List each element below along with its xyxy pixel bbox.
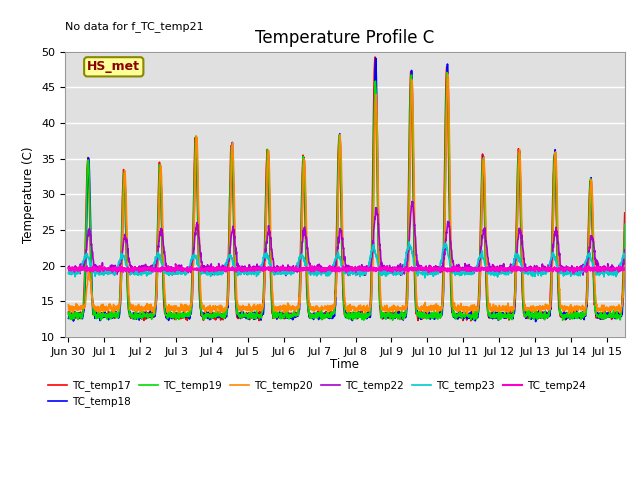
- TC_temp18: [621, 244, 628, 250]
- Line: TC_temp24: TC_temp24: [68, 265, 625, 273]
- Text: No data for f_TC_temp21: No data for f_TC_temp21: [65, 21, 204, 32]
- TC_temp24: [93, 267, 100, 273]
- TC_temp17: [371, 54, 379, 60]
- TC_temp18: [93, 312, 100, 318]
- Line: TC_temp17: TC_temp17: [68, 57, 625, 321]
- TC_temp19: [93, 315, 100, 321]
- TC_temp20: [335, 161, 343, 167]
- TC_temp17: [467, 318, 475, 324]
- TC_temp22: [621, 247, 628, 252]
- TC_temp19: [65, 312, 72, 317]
- TC_temp17: [605, 313, 613, 319]
- Legend: TC_temp17, TC_temp18, TC_temp19, TC_temp20, TC_temp22, TC_temp23, TC_temp24: TC_temp17, TC_temp18, TC_temp19, TC_temp…: [44, 376, 590, 412]
- TC_temp17: [335, 134, 343, 140]
- TC_temp19: [621, 221, 628, 227]
- TC_temp19: [605, 312, 613, 317]
- TC_temp23: [421, 275, 429, 281]
- Line: TC_temp19: TC_temp19: [68, 72, 625, 320]
- Line: TC_temp22: TC_temp22: [68, 202, 625, 276]
- TC_temp24: [605, 267, 613, 273]
- TC_temp17: [621, 210, 628, 216]
- TC_temp24: [570, 270, 577, 276]
- TC_temp24: [321, 265, 328, 271]
- TC_temp22: [408, 199, 416, 204]
- TC_temp23: [621, 252, 628, 257]
- TC_temp23: [93, 270, 100, 276]
- TC_temp20: [444, 71, 452, 77]
- TC_temp23: [405, 239, 413, 245]
- TC_temp18: [605, 312, 613, 318]
- TC_temp19: [605, 313, 612, 319]
- TC_temp23: [321, 270, 328, 276]
- TC_temp18: [372, 55, 380, 61]
- TC_temp20: [621, 248, 628, 253]
- TC_temp20: [463, 311, 471, 317]
- X-axis label: Time: Time: [330, 358, 359, 371]
- TC_temp17: [503, 312, 511, 318]
- TC_temp18: [503, 313, 511, 319]
- TC_temp24: [65, 265, 72, 271]
- TC_temp23: [605, 272, 613, 278]
- TC_temp18: [65, 315, 72, 321]
- TC_temp22: [93, 264, 100, 269]
- TC_temp23: [65, 270, 72, 276]
- TC_temp19: [503, 313, 511, 319]
- TC_temp23: [335, 253, 343, 259]
- Title: Temperature Profile C: Temperature Profile C: [255, 29, 435, 48]
- TC_temp18: [321, 310, 328, 316]
- TC_temp20: [65, 302, 72, 308]
- TC_temp17: [321, 313, 328, 319]
- TC_temp20: [321, 305, 328, 311]
- TC_temp24: [503, 265, 511, 271]
- TC_temp19: [335, 139, 343, 144]
- TC_temp18: [605, 312, 612, 317]
- TC_temp22: [321, 266, 328, 272]
- TC_temp22: [605, 267, 612, 273]
- TC_temp20: [93, 306, 100, 312]
- Line: TC_temp18: TC_temp18: [68, 58, 625, 322]
- TC_temp20: [605, 309, 613, 315]
- TC_temp23: [605, 269, 612, 275]
- TC_temp22: [65, 264, 72, 270]
- TC_temp19: [443, 70, 451, 75]
- TC_temp19: [321, 316, 328, 322]
- TC_temp24: [307, 263, 314, 268]
- TC_temp17: [93, 315, 100, 321]
- TC_temp20: [503, 303, 511, 309]
- TC_temp20: [605, 305, 612, 311]
- Line: TC_temp23: TC_temp23: [68, 242, 625, 278]
- Line: TC_temp20: TC_temp20: [68, 74, 625, 314]
- Text: HS_met: HS_met: [87, 60, 140, 73]
- TC_temp22: [282, 273, 290, 278]
- TC_temp22: [605, 270, 613, 276]
- TC_temp24: [621, 267, 628, 273]
- Y-axis label: Temperature (C): Temperature (C): [22, 146, 35, 242]
- TC_temp18: [532, 319, 540, 324]
- TC_temp17: [65, 310, 72, 315]
- TC_temp22: [503, 266, 511, 272]
- TC_temp19: [389, 317, 397, 323]
- TC_temp23: [503, 268, 511, 274]
- TC_temp24: [335, 266, 343, 272]
- TC_temp17: [605, 312, 612, 318]
- TC_temp22: [335, 235, 343, 241]
- TC_temp24: [605, 265, 612, 271]
- TC_temp18: [335, 151, 343, 157]
